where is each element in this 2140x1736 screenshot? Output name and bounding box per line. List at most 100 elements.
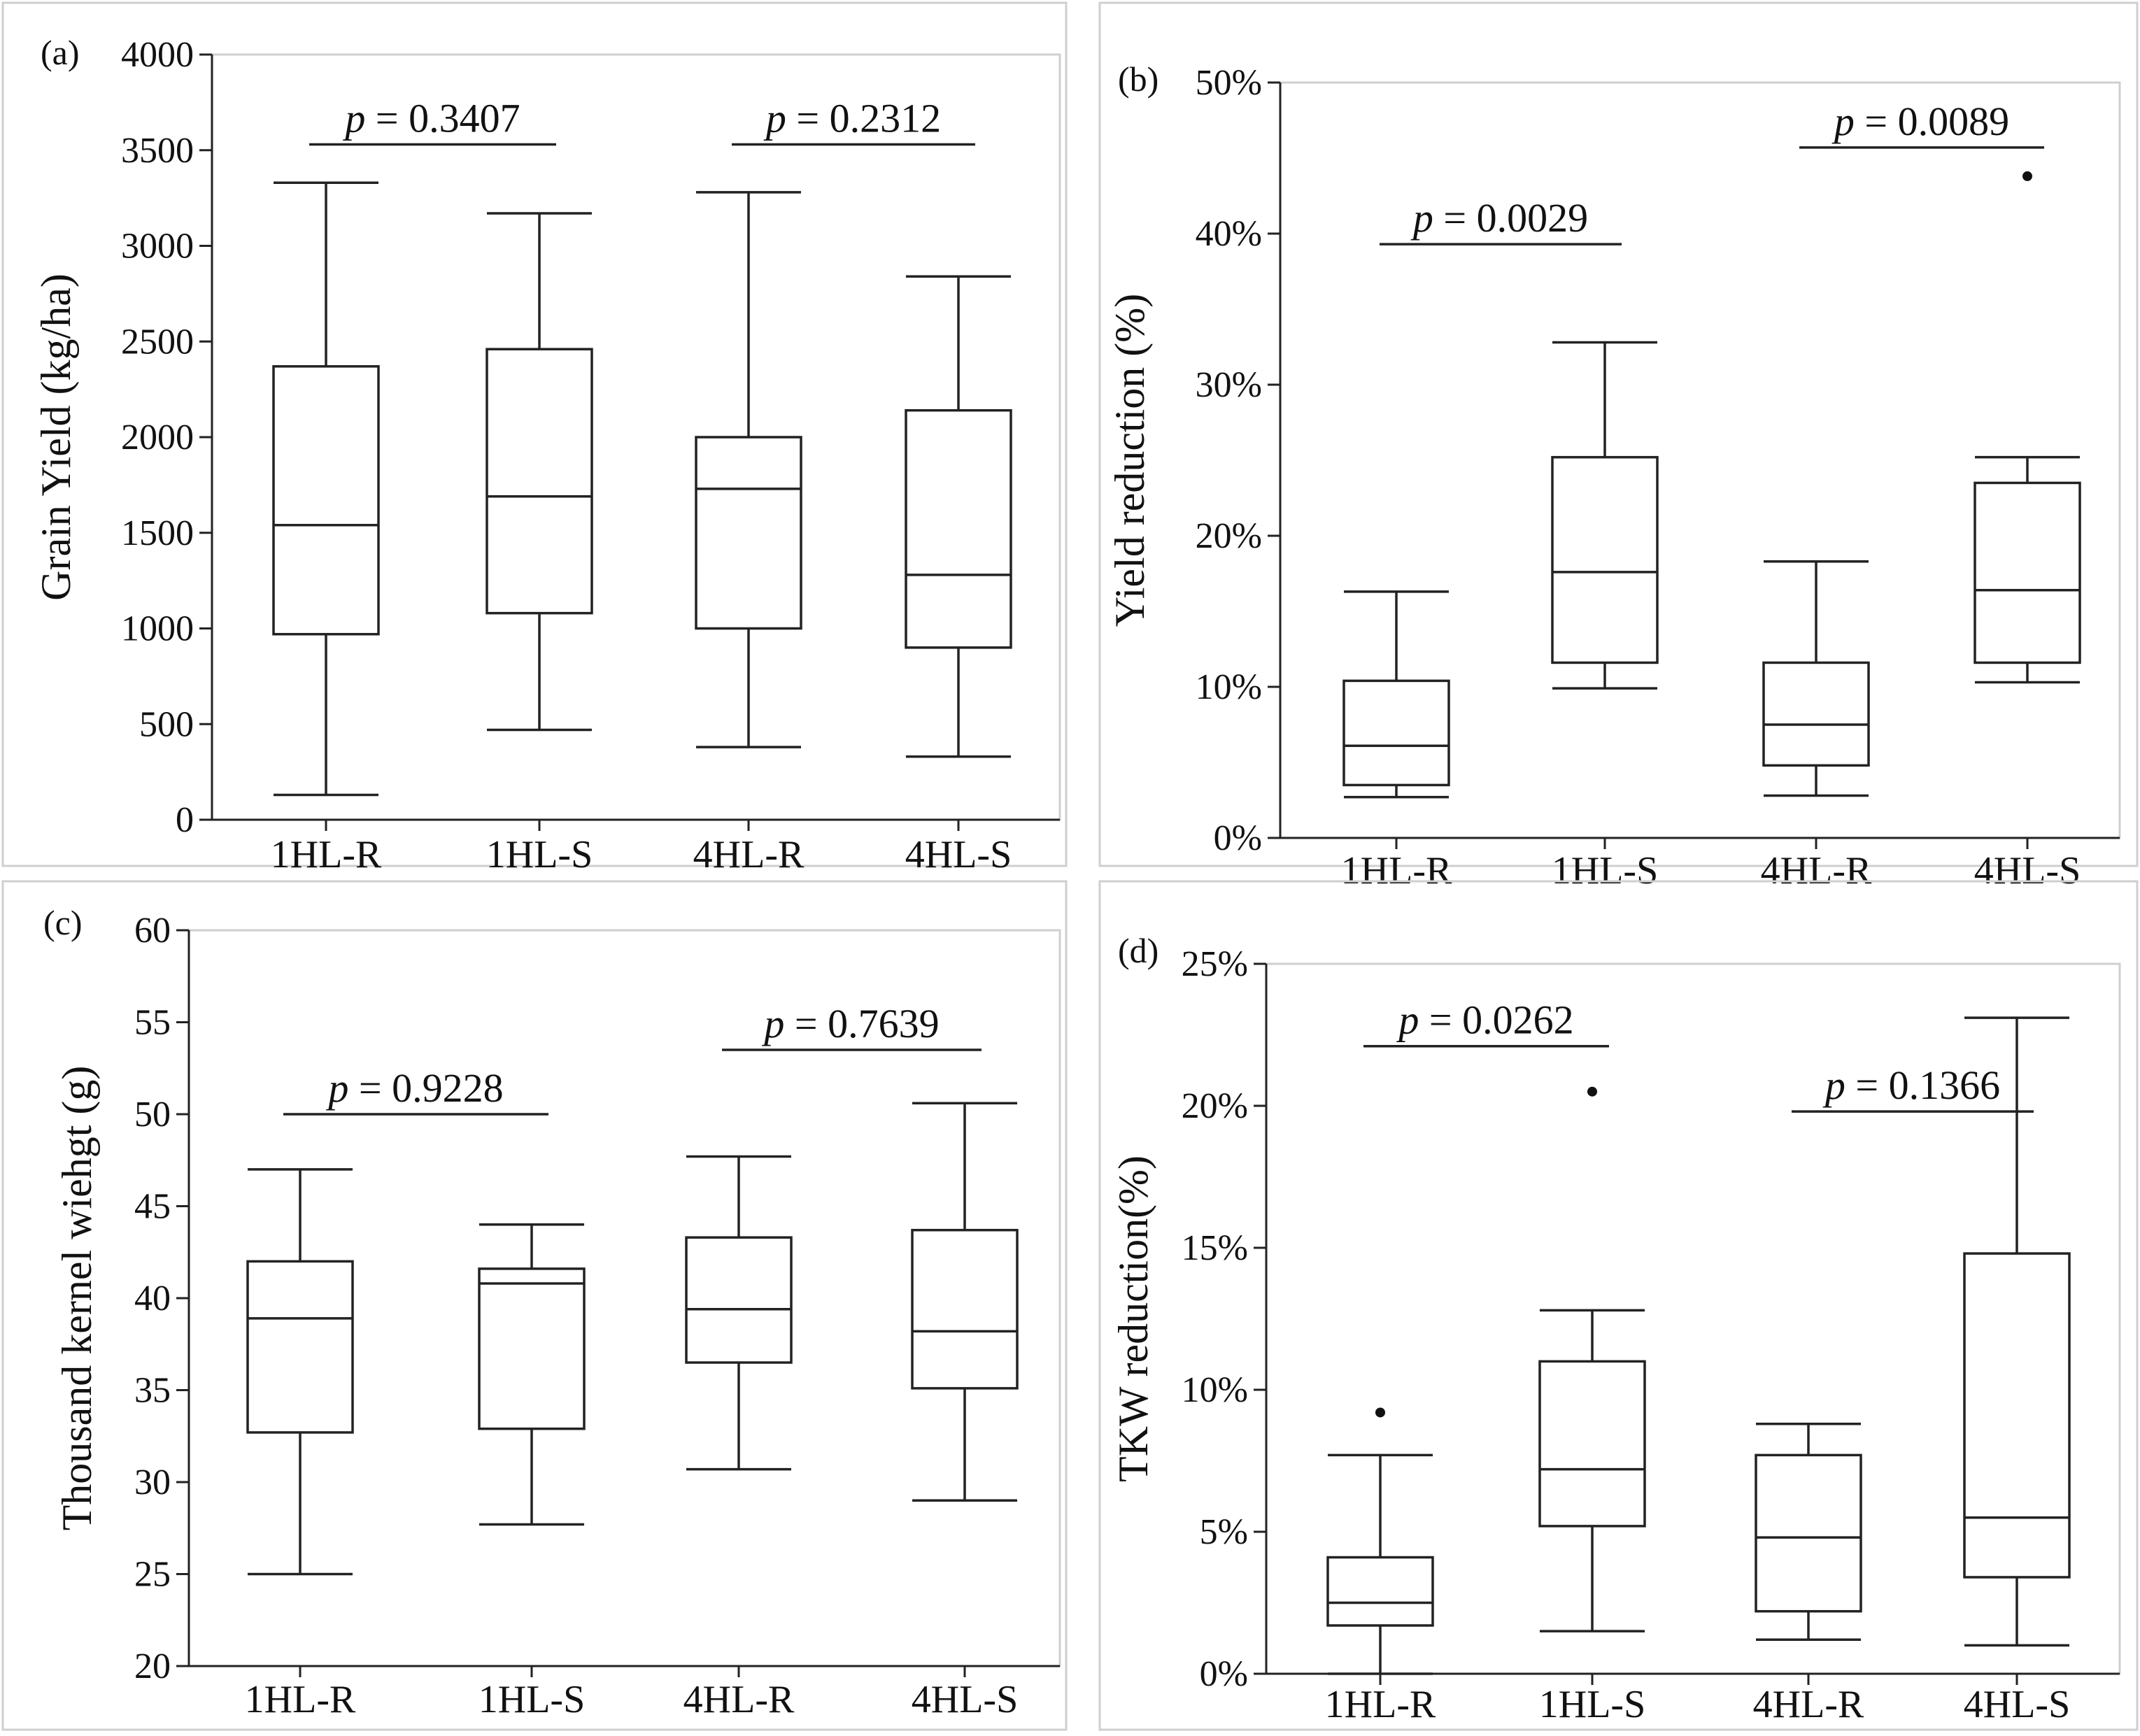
comparison-1HL-R-1HL-S: p = 0.0029 [1380, 195, 1622, 246]
p-value-label: p = 0.9228 [325, 1065, 503, 1111]
iqr-box [1538, 1360, 1646, 1528]
y-tick-label: 25 [134, 1555, 171, 1595]
iqr-box [1755, 1453, 1862, 1613]
p-symbol: p [1822, 1062, 1845, 1108]
outlier-point [1587, 1086, 1597, 1097]
p-symbol: p [761, 1001, 784, 1046]
iqr-box [478, 1267, 586, 1430]
p-value-label: p = 0.7639 [761, 1001, 939, 1046]
panel-c: (c) 20 25 30 35 40 45 50 55 60 Thousand kernel wie… [1, 880, 1068, 1731]
x-tick-label: 1HL-R [271, 833, 382, 876]
box-1HL-S [1551, 341, 1659, 690]
y-axis-title: Thousand kernel wiehgt (g) [54, 1066, 100, 1531]
x-tick-label: 4HL-R [1753, 1683, 1864, 1726]
p-value: = 0.0089 [1855, 99, 2009, 144]
box-1HL-R [246, 1168, 354, 1576]
box-4HL-S [1963, 1016, 2071, 1647]
x-tick-label: 4HL-S [1974, 849, 2081, 892]
box-1HL-R [1342, 590, 1450, 799]
x-tick-label: 1HL-R [1341, 849, 1452, 892]
iqr-box [1974, 481, 2081, 664]
panel-label: (b) [1118, 59, 1158, 99]
panel-a: (a) 0 500 1000 1500 2000 2500 3000 3500 4000 Grain… [1, 1, 1068, 876]
iqr-box [1963, 1252, 2071, 1579]
y-tick-label: 3000 [121, 227, 194, 266]
y-tick-label: 0% [1214, 818, 1262, 858]
iqr-box [272, 365, 380, 636]
y-axis-title: TKW reduction(%) [1110, 1155, 1156, 1482]
outlier-point [2022, 171, 2032, 181]
y-tick-label: 3500 [121, 131, 194, 171]
p-value: = 0.1366 [1845, 1062, 2000, 1108]
y-tick-label: 20 [134, 1646, 171, 1686]
p-value: = 0.0262 [1419, 997, 1573, 1043]
box-4HL-R [685, 1155, 793, 1471]
y-tick-label: 55 [134, 1003, 171, 1043]
p-symbol: p [763, 96, 786, 141]
p-value-label: p = 0.1366 [1822, 1062, 2000, 1108]
y-tick-label: 0 [176, 800, 194, 840]
y-tick-label: 30 [134, 1463, 171, 1502]
x-tick-label: 1HL-S [486, 833, 593, 876]
x-tick-label: 4HL-S [912, 1678, 1018, 1721]
y-tick-label: 10% [1196, 667, 1262, 707]
y-tick-label: 20% [1182, 1086, 1248, 1126]
y-axis-title: Yield reduction (%) [1107, 294, 1153, 627]
box-1HL-R [272, 181, 380, 797]
x-tick-label: 4HL-R [1761, 849, 1872, 892]
p-value-label: p = 0.0029 [1410, 195, 1588, 241]
box-4HL-S [911, 1102, 1019, 1502]
iqr-box [486, 348, 593, 615]
y-tick-label: 50% [1196, 63, 1262, 103]
x-tick-label: 1HL-R [1325, 1683, 1436, 1726]
y-tick-label: 5% [1200, 1512, 1248, 1552]
box-4HL-R [1755, 1422, 1862, 1642]
p-value-label: p = 0.2312 [763, 96, 941, 141]
p-value-label: p = 0.0089 [1831, 99, 2009, 144]
panel-frame [1, 880, 1068, 1731]
y-tick-label: 60 [134, 911, 171, 951]
box-4HL-R [1762, 560, 1870, 797]
panel-frame [1, 1, 1068, 867]
comparison-4HL-R-4HL-S: p = 0.7639 [722, 1001, 982, 1051]
x-tick-label: 4HL-R [693, 833, 805, 876]
p-symbol: p [325, 1065, 348, 1111]
comparison-4HL-R-4HL-S: p = 0.0089 [1799, 99, 2044, 149]
x-tick-label: 4HL-S [905, 833, 1012, 876]
p-value: = 0.9228 [348, 1065, 503, 1111]
box-4HL-S [1974, 171, 2081, 684]
p-value-label: p = 0.0262 [1396, 997, 1573, 1043]
box-1HL-R [1326, 1407, 1434, 1675]
p-symbol: p [1410, 195, 1433, 241]
y-tick-label: 25% [1182, 944, 1248, 984]
y-tick-label: 40 [134, 1279, 171, 1318]
y-axis-title: Grain Yield (kg/ha) [33, 273, 79, 601]
y-tick-label: 10% [1182, 1370, 1248, 1410]
iqr-box [905, 408, 1012, 649]
iqr-box [1326, 1556, 1434, 1627]
iqr-box [1551, 455, 1659, 664]
y-tick-label: 1500 [121, 513, 194, 553]
x-tick-label: 1HL-S [479, 1678, 585, 1721]
iqr-box [911, 1228, 1019, 1390]
p-value-label: p = 0.3407 [342, 96, 520, 141]
comparison-1HL-R-1HL-S: p = 0.3407 [309, 96, 556, 146]
panel-label: (c) [43, 903, 83, 942]
box-4HL-S [905, 275, 1012, 758]
x-tick-label: 4HL-S [1964, 1683, 2070, 1726]
comparison-4HL-R-4HL-S: p = 0.2312 [732, 96, 975, 146]
y-tick-label: 30% [1196, 365, 1262, 405]
panel-b: (b) 0% 10% 20% 30% 40% 50% Yield reduction (%) 1… [1098, 1, 2139, 892]
y-tick-label: 40% [1196, 214, 1262, 254]
p-value: = 0.2312 [786, 96, 941, 141]
y-tick-label: 2000 [121, 418, 194, 457]
y-tick-label: 1000 [121, 609, 194, 649]
y-tick-label: 35 [134, 1371, 171, 1411]
iqr-box [1762, 661, 1870, 767]
x-tick-label: 4HL-R [683, 1678, 795, 1721]
box-4HL-R [695, 191, 802, 748]
p-value: = 0.3407 [365, 96, 520, 141]
box-1HL-S [1538, 1086, 1646, 1632]
